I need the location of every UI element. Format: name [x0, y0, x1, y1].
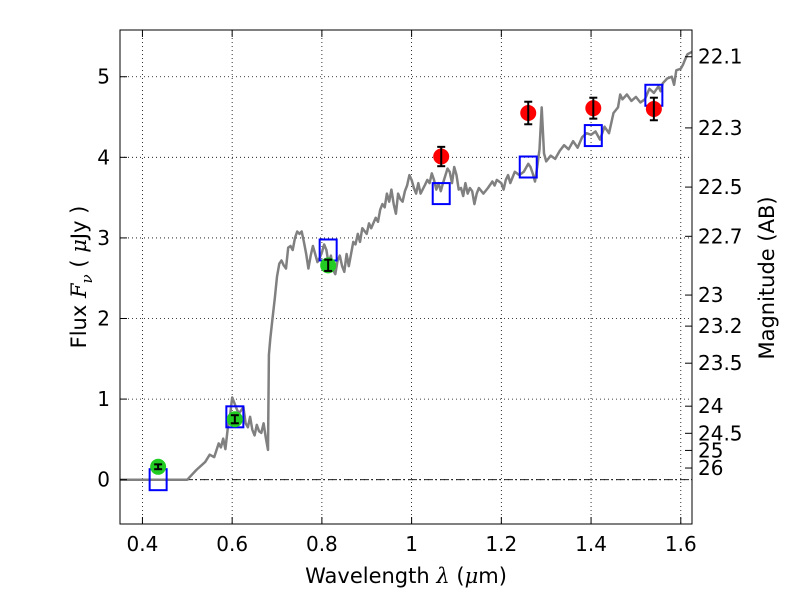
- y-tick-label: 1: [97, 387, 110, 411]
- x-axis-title-text: Wavelength: [305, 564, 430, 588]
- y-axis-unit-mu: μ: [67, 239, 91, 253]
- plot-frame: [119, 29, 693, 525]
- magnitude-tick-label: 25: [698, 438, 723, 462]
- model-band-flux-square: [225, 405, 245, 429]
- magnitude-tick-label: 23.2: [698, 314, 743, 338]
- y-tick-label: 3: [97, 226, 110, 250]
- y-axis-unit-open: (: [67, 259, 91, 267]
- model-band-flux-square: [518, 155, 538, 179]
- x-axis-unit-rest: m): [478, 564, 507, 588]
- x-tick-label: 0.4: [127, 532, 159, 556]
- magnitude-tick-label: 22.3: [698, 116, 743, 140]
- magnitude-tick-label: 24.5: [698, 421, 743, 445]
- y-tick-label: 4: [97, 145, 110, 169]
- model-band-flux-square: [583, 124, 603, 148]
- y-axis-unit-close: ): [67, 206, 91, 214]
- magnitude-tick-label: 23.5: [698, 351, 743, 375]
- magnitude-axis-title: Magnitude (AB): [755, 196, 779, 359]
- y-axis-title-text: Flux: [67, 305, 91, 349]
- x-tick-label: 0.8: [306, 532, 338, 556]
- x-axis-lambda-symbol: λ: [435, 564, 449, 588]
- x-axis-unit-open: (: [456, 564, 464, 588]
- magnitude-tick-label: 26: [698, 456, 723, 480]
- magnitude-tick-label: 22.5: [698, 175, 743, 199]
- magnitude-tick-label: 22.1: [698, 45, 743, 69]
- x-tick-label: 0.6: [216, 532, 248, 556]
- y-tick-label: 2: [97, 307, 110, 331]
- magnitude-tick-label: 23: [698, 283, 723, 307]
- y-axis-flux-symbol: F: [67, 282, 91, 299]
- x-tick-label: 1.4: [575, 532, 607, 556]
- y-axis-title: Flux Fν ( μJy ): [67, 206, 96, 349]
- model-band-flux-square: [431, 182, 451, 206]
- y-tick-label: 5: [97, 65, 110, 89]
- model-spectrum-line: [120, 50, 692, 481]
- x-tick-label: 1: [405, 532, 418, 556]
- y-axis-unit-rest: Jy: [67, 220, 91, 241]
- magnitude-tick-label: 24: [698, 394, 723, 418]
- x-tick-label: 1.2: [485, 532, 517, 556]
- x-axis-title: Wavelength λ (μm): [305, 564, 507, 588]
- y-tick-label: 0: [97, 468, 110, 492]
- magnitude-tick-label: 22.7: [698, 224, 743, 248]
- axis-ticks: 0.4 0.6 0.8 1 1.2 1.4 1.601234522.122.322.522.…: [97, 30, 743, 556]
- x-axis-unit-mu: μ: [465, 564, 479, 588]
- y-axis-nu-subscript: ν: [78, 274, 96, 283]
- plot-area: [120, 50, 692, 492]
- x-tick-label: 1.6: [665, 532, 697, 556]
